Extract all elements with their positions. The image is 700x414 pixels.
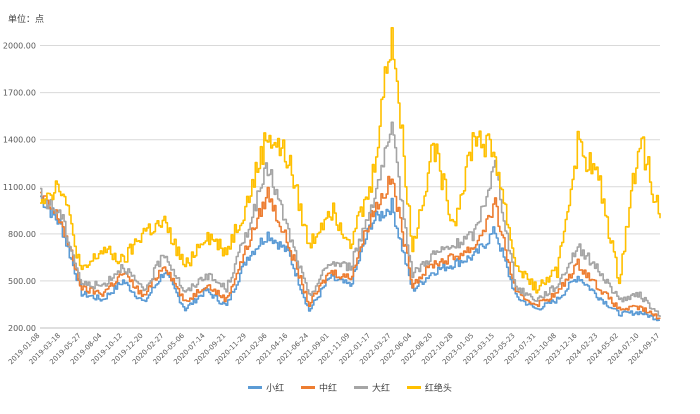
y-tick-label: 500.00 (8, 277, 36, 286)
series-line-1 (40, 175, 661, 320)
series-line-3 (40, 27, 661, 294)
legend-label: 中红 (319, 384, 338, 394)
legend-item-hongjuetou: 红绝头 (406, 381, 452, 394)
legend-item-zhonghong: 中红 (301, 381, 337, 394)
y-tick-label: 1400.00 (3, 136, 36, 145)
y-tick-label: 1700.00 (3, 89, 36, 98)
legend: 小红 中红 大红 红绝头 (0, 381, 700, 394)
legend-item-xiaohong: 小红 (248, 381, 284, 394)
y-tick-label: 1100.00 (3, 183, 36, 192)
unit-label: 单位：点 (8, 15, 45, 25)
y-tick-label: 200.00 (8, 324, 36, 333)
legend-label: 红绝头 (424, 384, 452, 394)
y-tick-label: 800.00 (8, 230, 36, 239)
legend-item-dahong: 大红 (353, 381, 390, 394)
series-line-2 (40, 121, 661, 317)
legend-label: 小红 (266, 384, 285, 394)
legend-label: 大红 (371, 384, 390, 394)
y-tick-label: 2000.00 (3, 42, 36, 51)
series-line-0 (40, 195, 660, 322)
